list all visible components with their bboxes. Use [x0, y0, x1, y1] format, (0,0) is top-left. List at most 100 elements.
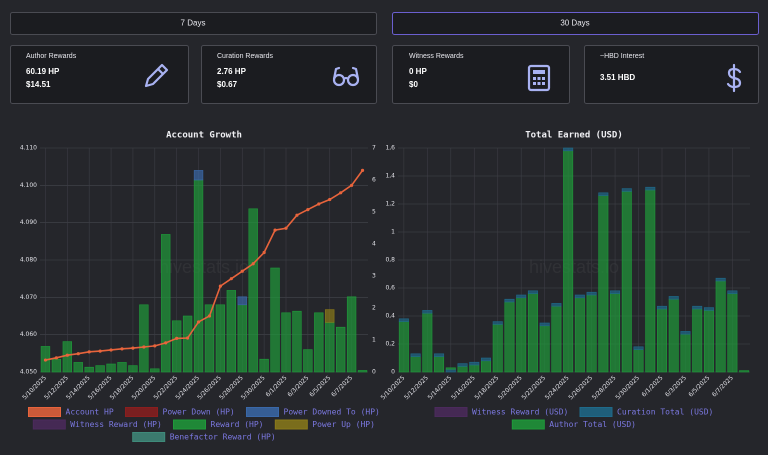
line-point — [54, 356, 59, 360]
card-label: ~HBD Interest — [600, 53, 644, 60]
line-point — [131, 346, 135, 350]
glasses-icon — [332, 66, 360, 87]
card-value: 3.51 HBD — [600, 73, 635, 82]
line — [45, 169, 364, 361]
bar — [703, 307, 714, 311]
bar — [204, 304, 215, 373]
x-tick-label: 5/20/2025 — [497, 374, 524, 401]
bar — [193, 170, 204, 181]
bar — [193, 179, 204, 373]
bar — [563, 150, 574, 373]
bar — [633, 346, 644, 350]
x-tick-label: 6/7/2025 — [330, 374, 354, 398]
line-point — [186, 336, 190, 340]
line-point — [218, 284, 222, 288]
y-tick-label: 0,4 — [385, 313, 395, 320]
bar — [325, 309, 335, 323]
bar — [680, 331, 691, 335]
bar — [139, 304, 149, 373]
line-point — [284, 226, 288, 230]
bar — [51, 358, 62, 373]
bar — [469, 361, 480, 366]
calculator-icon — [527, 64, 551, 92]
bar — [563, 147, 574, 152]
x-tick-label: 5/26/2025 — [567, 374, 594, 401]
bar — [259, 358, 269, 373]
bar — [357, 370, 368, 373]
bar — [335, 326, 346, 373]
button-label[interactable]: 30 Days — [560, 19, 589, 28]
bar — [434, 356, 445, 373]
bar — [692, 308, 703, 373]
line-point — [87, 350, 91, 354]
legend-swatch — [579, 407, 613, 417]
y2-tick-label: 2 — [372, 305, 376, 312]
legend-swatch — [125, 407, 158, 417]
card — [392, 45, 570, 104]
legend-swatch — [246, 407, 279, 417]
bar — [621, 191, 632, 373]
bar — [668, 296, 679, 300]
bar — [574, 294, 585, 299]
bar — [633, 349, 644, 373]
y-tick-label: 4.090 — [20, 219, 37, 226]
legend-label: Power Down (HP) — [163, 408, 235, 417]
bar — [586, 291, 597, 296]
x-tick-label: 5/14/2025 — [427, 374, 454, 401]
bar — [226, 290, 237, 373]
bar — [492, 324, 503, 373]
line-point — [175, 336, 179, 340]
bar — [182, 315, 193, 373]
y2-tick-label: 5 — [372, 209, 376, 216]
bar — [469, 364, 480, 373]
bar — [539, 322, 550, 327]
legend-label: Author Total (USD) — [549, 420, 636, 429]
bar — [727, 290, 738, 294]
y-tick-label: 4.100 — [20, 182, 37, 189]
bar — [586, 294, 597, 373]
card-value: $14.51 — [26, 80, 51, 89]
x-tick-label: 5/30/2025 — [240, 374, 267, 401]
x-tick-label: 6/3/2025 — [286, 374, 310, 398]
bar — [95, 365, 105, 373]
x-tick-label: 5/24/2025 — [544, 374, 571, 401]
pencil-icon — [144, 63, 169, 88]
watermark: hivestats.io — [159, 257, 249, 277]
x-tick-label: 5/22/2025 — [520, 374, 547, 401]
bar — [610, 293, 621, 373]
bar — [657, 305, 667, 310]
button-7-days[interactable] — [10, 12, 377, 35]
x-tick-label: 5/12/2025 — [403, 374, 430, 401]
card-label: Author Rewards — [26, 53, 77, 60]
legend-label: Reward (HP) — [211, 420, 264, 429]
bar — [237, 296, 247, 306]
button-label[interactable]: 7 Days — [181, 19, 206, 28]
legend-label: Account HP — [66, 408, 114, 417]
bar — [715, 277, 726, 282]
line-point — [153, 344, 157, 348]
legend-swatch — [434, 407, 468, 417]
bar — [248, 208, 258, 373]
bar — [574, 297, 585, 373]
x-tick-label: 6/1/2025 — [264, 374, 288, 398]
card-value: 2.76 HP — [217, 67, 247, 76]
y2-tick-label: 6 — [372, 177, 376, 184]
bar — [84, 366, 94, 373]
bar — [598, 192, 609, 196]
button-30-days[interactable] — [392, 12, 759, 35]
bar — [645, 189, 656, 373]
legend-swatch — [28, 407, 61, 417]
bar — [692, 305, 703, 310]
card-value: $0 — [409, 80, 418, 89]
bar — [715, 280, 726, 373]
x-tick-label: 6/5/2025 — [308, 374, 332, 398]
bar — [527, 293, 538, 373]
line-point — [120, 347, 124, 351]
bar — [128, 365, 138, 373]
legend-swatch — [32, 419, 66, 430]
line-point — [328, 197, 332, 202]
line-point — [262, 250, 266, 255]
y-tick-label: 1 — [391, 229, 395, 236]
line-point — [240, 269, 244, 273]
bar — [106, 363, 116, 373]
